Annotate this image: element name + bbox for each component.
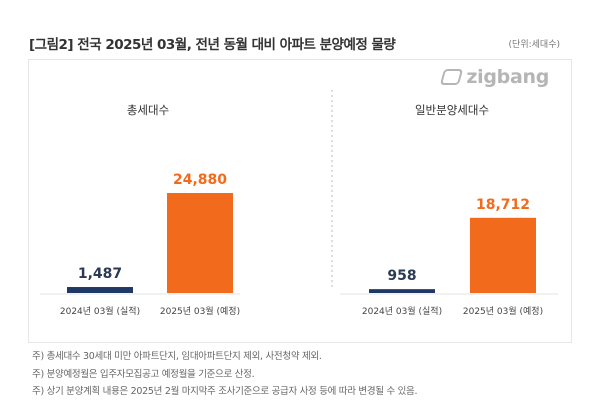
bar	[470, 217, 536, 293]
footnote: 주) 총세대수 30세대 미만 아파트단지, 임대아파트단지 제외, 사전청약 …	[32, 351, 322, 362]
chart-title: 일반분양세대수	[415, 103, 489, 117]
bar-charts: 총세대수 1,487 2024년 03월 (실적) 24,880 2025년 03월 (…	[40, 90, 558, 317]
footnote: 주) 분양예정월은 입주자모집공고 예정월을 기준으로 산정.	[32, 368, 255, 380]
value-label: 24,880	[173, 172, 227, 188]
bar	[369, 289, 435, 293]
zigbang-logo: zigbang	[440, 66, 549, 88]
category-label: 2025년 03월 (예정)	[160, 305, 240, 317]
category-label: 2025년 03월 (예정)	[463, 305, 543, 317]
value-label: 18,712	[476, 197, 530, 213]
bar	[67, 287, 133, 293]
unit-label: (단위:세대수)	[508, 40, 560, 50]
value-label: 958	[387, 268, 416, 284]
chart-title: 총세대수	[127, 103, 169, 117]
bar	[167, 193, 233, 293]
category-label: 2024년 03월 (실적)	[60, 305, 140, 317]
chart-panel: zigbang	[28, 59, 572, 343]
footnote: 주) 상기 분양계획 내용은 2025년 2월 마지막주 조사기준으로 공급자 …	[32, 386, 418, 397]
footnotes: 주) 총세대수 30세대 미만 아파트단지, 임대아파트단지 제외, 사전청약 …	[32, 348, 418, 401]
logo-text: zigbang	[466, 66, 549, 88]
category-label: 2024년 03월 (실적)	[362, 305, 442, 317]
value-label: 1,487	[78, 266, 122, 282]
figure-title: [그림2] 전국 2025년 03월, 전년 동월 대비 아파트 분양예정 물량	[29, 37, 396, 53]
